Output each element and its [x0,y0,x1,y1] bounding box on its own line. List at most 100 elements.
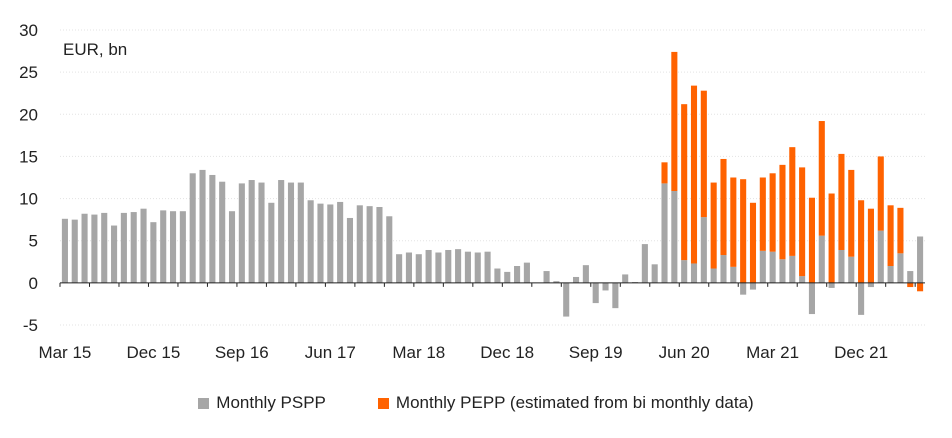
bar-pspp [907,271,914,283]
x-tick-label: Dec 15 [126,343,180,362]
legend: Monthly PSPP Monthly PEPP (estimated fro… [0,389,952,417]
bar-pepp [828,193,835,283]
unit-label: EUR, bn [63,40,127,59]
bar-pspp [612,282,619,309]
bar-pepp [858,200,865,283]
bar-pspp [514,266,521,283]
bar-pspp [307,200,314,283]
bar-pspp [543,271,550,283]
bar-pspp [779,259,786,283]
bar-pepp [818,121,825,236]
bar-pepp [749,202,757,283]
x-tick-label: Dec 21 [834,343,888,362]
legend-item-pspp: Monthly PSPP [198,393,326,413]
bar-pspp [248,180,255,283]
bar-pspp [671,190,678,283]
bar-pepp [740,179,747,283]
bar-pspp [435,252,442,283]
bar-pspp [858,282,865,315]
bar-pspp [818,235,825,283]
bar-pspp [425,249,432,283]
bar-pspp [317,203,324,283]
x-tick-label: Mar 18 [392,343,445,362]
bar-pspp [828,282,835,288]
bar-pspp [81,213,88,283]
bar-pspp [661,183,668,283]
bar-pspp [61,218,68,283]
bar-pspp [749,282,757,290]
bar-pspp [297,182,304,283]
legend-swatch-pepp [377,397,389,409]
bar-pspp [238,183,245,283]
bar-pspp [887,266,894,283]
bar-pspp [740,282,747,295]
bar-pspp [91,214,98,283]
bar-pspp [710,268,717,283]
bar-pspp [720,255,727,283]
bar-pspp [209,174,216,283]
bar-pspp [730,266,737,283]
bar-pspp [101,212,108,283]
y-tick-label: 15 [19,147,38,166]
bar-pspp [582,265,589,283]
bar-pspp [199,169,206,283]
bar-pspp [356,205,363,283]
legend-label-pepp: Monthly PEPP (estimated from bi monthly … [395,393,754,412]
bar-pspp [917,236,924,283]
y-tick-label: -5 [23,316,38,335]
bar-pepp [907,282,914,288]
bar-pepp [681,104,688,261]
x-tick-label: Mar 21 [746,343,799,362]
bar-pspp [228,211,236,283]
bar-pspp [867,282,874,288]
bar-pspp [258,182,265,283]
bar-pspp [268,202,275,283]
bar-pspp [464,251,471,283]
bar-pspp [130,212,137,283]
y-tick-label: 20 [19,105,38,124]
y-tick-label: 30 [19,21,38,40]
bars [61,51,924,317]
bar-pspp [592,282,599,304]
bar-pspp [799,276,806,283]
x-tick-label: Jun 20 [659,343,710,362]
bar-pepp [917,282,924,292]
bar-pspp [789,255,796,283]
legend-item-pepp: Monthly PEPP (estimated from bi monthly … [377,393,754,413]
bar-pepp [799,167,806,277]
y-axis-ticks: -5 0 5 10 15 20 25 30 [19,21,38,335]
bar-pepp [769,173,776,252]
bar-pspp [219,181,226,283]
bar-pspp [651,264,658,283]
bar-pspp [474,252,481,283]
bar-pspp [808,282,815,315]
bar-pspp [504,271,511,283]
bar-pepp [779,164,786,260]
x-tick-label: Jun 17 [305,343,356,362]
bar-pspp [405,252,412,283]
bar-pspp [877,230,884,283]
y-tick-label: 5 [29,232,38,251]
bar-pspp [396,254,403,283]
bar-pspp [553,281,560,283]
bar-pspp [848,256,855,283]
bar-pepp [730,177,737,267]
bar-pspp [150,222,157,283]
bar-pspp [278,180,285,283]
legend-swatch-pspp [198,397,210,409]
bar-pspp [563,282,570,317]
bar-pspp [700,217,707,283]
bar-pspp [681,260,688,283]
y-tick-label: 25 [19,63,38,82]
bar-pspp [169,211,177,283]
bar-pepp [887,205,894,266]
bar-pepp [720,158,727,256]
bar-pspp [484,251,491,283]
bar-pspp [189,173,196,283]
bar-pspp [415,254,422,283]
bar-pspp [838,249,845,283]
x-tick-label: Mar 15 [38,343,91,362]
bar-pspp [120,212,127,283]
bar-pepp [690,85,698,264]
